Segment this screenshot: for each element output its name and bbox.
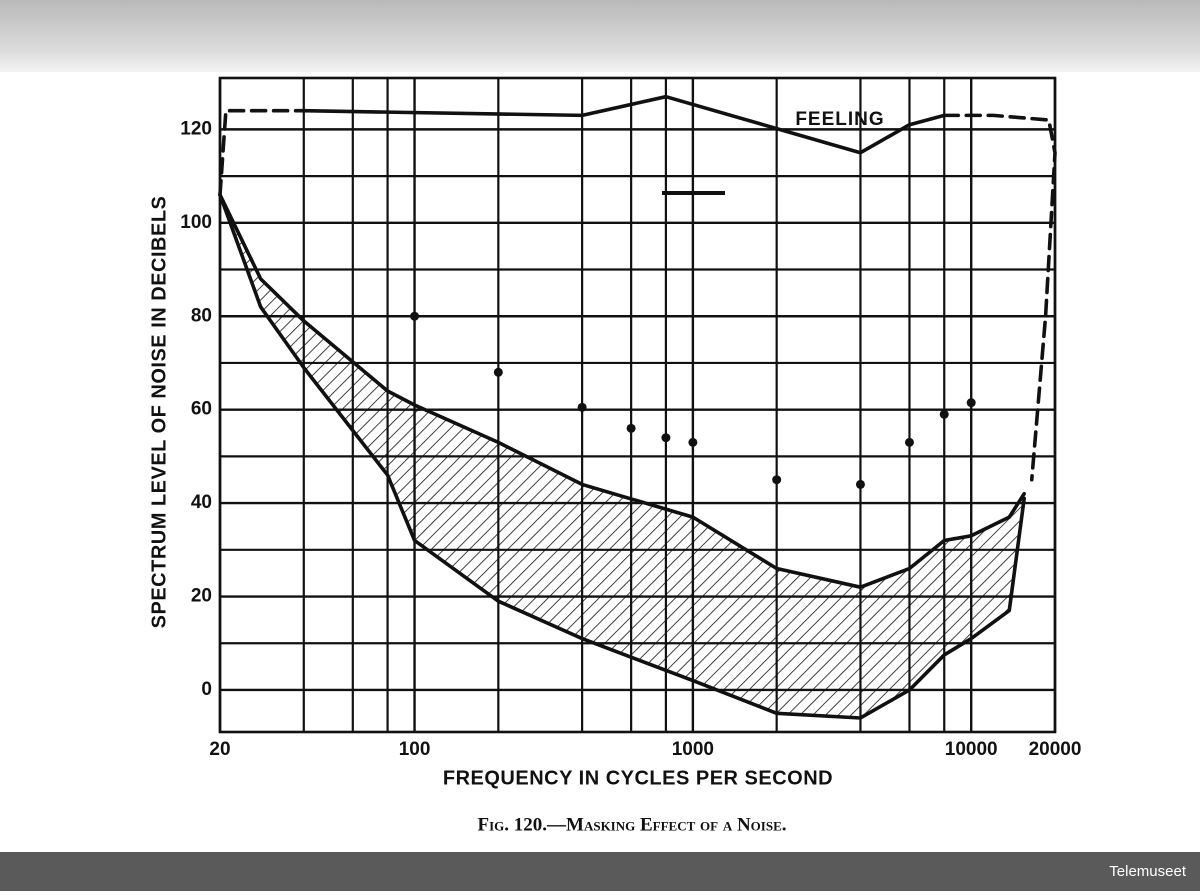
- x-tick-label: 20: [209, 739, 230, 760]
- data-point: [939, 409, 949, 419]
- y-tick-label: 60: [191, 399, 212, 420]
- y-tick-label: 80: [191, 305, 212, 326]
- feeling-label: FEELING: [795, 109, 884, 130]
- dashed-curve: [218, 108, 306, 197]
- scan-edge: [0, 0, 1200, 72]
- plot-area: [218, 76, 1057, 734]
- data-point: [410, 311, 420, 321]
- watermark: Telemuseet: [1109, 863, 1187, 880]
- y-tick-label: 20: [191, 586, 212, 607]
- y-tick-label: 40: [191, 492, 212, 513]
- y-axis-label: SPECTRUM LEVEL OF NOISE IN DECIBELS: [148, 196, 170, 629]
- y-tick-label: 0: [201, 679, 212, 700]
- data-point: [966, 398, 976, 408]
- plot-frame: [218, 76, 1057, 734]
- x-axis-label: FREQUENCY IN CYCLES PER SECOND: [443, 767, 833, 789]
- curve: [301, 94, 947, 155]
- curve: [218, 192, 1026, 720]
- y-tick-label: 120: [180, 118, 212, 139]
- x-tick-label: 1000: [672, 739, 714, 760]
- data-point: [577, 402, 587, 412]
- caption: Fig. 120.—Masking Effect of a Noise.: [477, 814, 786, 835]
- x-tick-label: 100: [399, 739, 431, 760]
- data-point: [772, 475, 782, 485]
- footer-bar: [0, 852, 1200, 891]
- x-tick-label: 10000: [945, 739, 998, 760]
- hatch-band: [220, 194, 1025, 718]
- data-point: [904, 437, 914, 447]
- data-point: [688, 437, 698, 447]
- data-point: [855, 479, 865, 489]
- dashed-curve: [942, 113, 1057, 482]
- curve: [218, 192, 1026, 589]
- x-tick-label: 20000: [1029, 739, 1082, 760]
- data-point: [661, 433, 671, 443]
- data-point: [493, 367, 503, 377]
- y-tick-label: 100: [180, 212, 212, 233]
- data-point: [626, 423, 636, 433]
